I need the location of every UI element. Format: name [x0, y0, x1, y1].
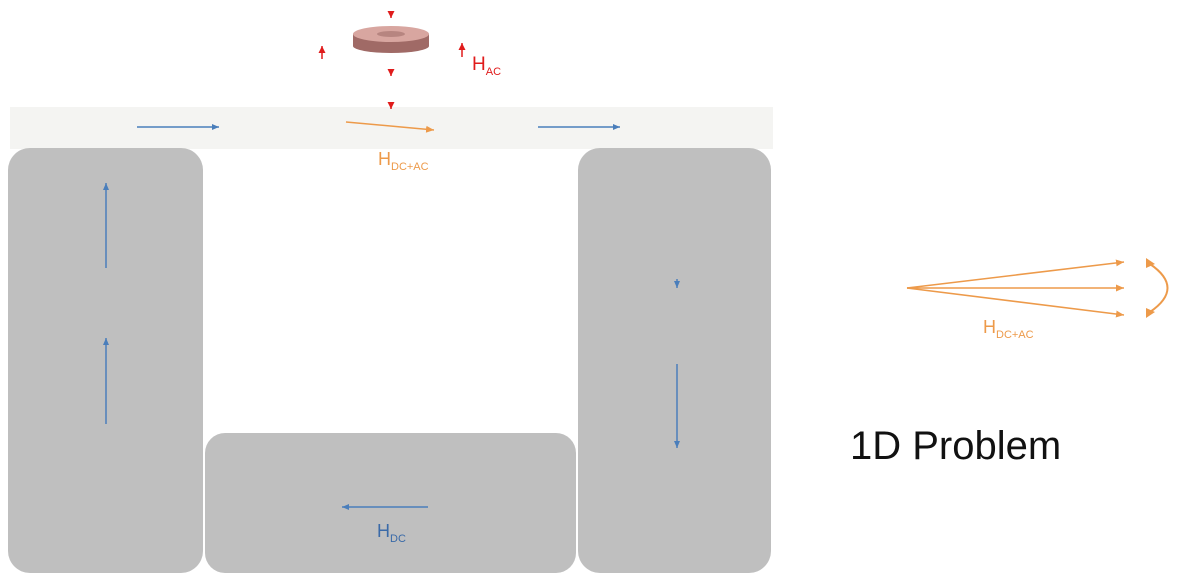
title-1d-problem: 1D Problem — [850, 424, 1062, 468]
label-h-dc-main: H — [377, 521, 390, 541]
label-h-ac: HAC — [472, 55, 501, 78]
label-h-dc-ac-strip: HDC+AC — [378, 150, 429, 173]
label-h-ac-sub: AC — [485, 66, 502, 78]
ac-field-arrows — [318, 11, 466, 109]
core-bottom-yoke — [205, 433, 576, 573]
label-h-dc: HDC — [377, 522, 406, 545]
label-h-dc-ac-fan-main: H — [983, 317, 996, 337]
fan-arrow-upper — [906, 259, 1125, 289]
label-h-dc-ac-strip-sub: DC+AC — [391, 161, 429, 173]
dc-ac-arrow-strip — [345, 121, 435, 133]
core-right-leg — [578, 148, 771, 573]
sample-strip — [10, 107, 773, 149]
dc-ac-vector-fan — [906, 258, 1169, 318]
label-h-dc-ac-fan: HDC+AC — [983, 318, 1034, 341]
label-h-dc-ac-strip-main: H — [378, 149, 391, 169]
fan-oscillation-arc — [1149, 263, 1169, 313]
label-h-dc-sub: DC — [390, 533, 406, 545]
label-h-dc-ac-fan-sub: DC+AC — [996, 329, 1034, 341]
fan-arrow-lower — [906, 287, 1125, 318]
ac-coil-disc — [353, 26, 429, 53]
label-h-ac-main: H — [472, 54, 486, 75]
